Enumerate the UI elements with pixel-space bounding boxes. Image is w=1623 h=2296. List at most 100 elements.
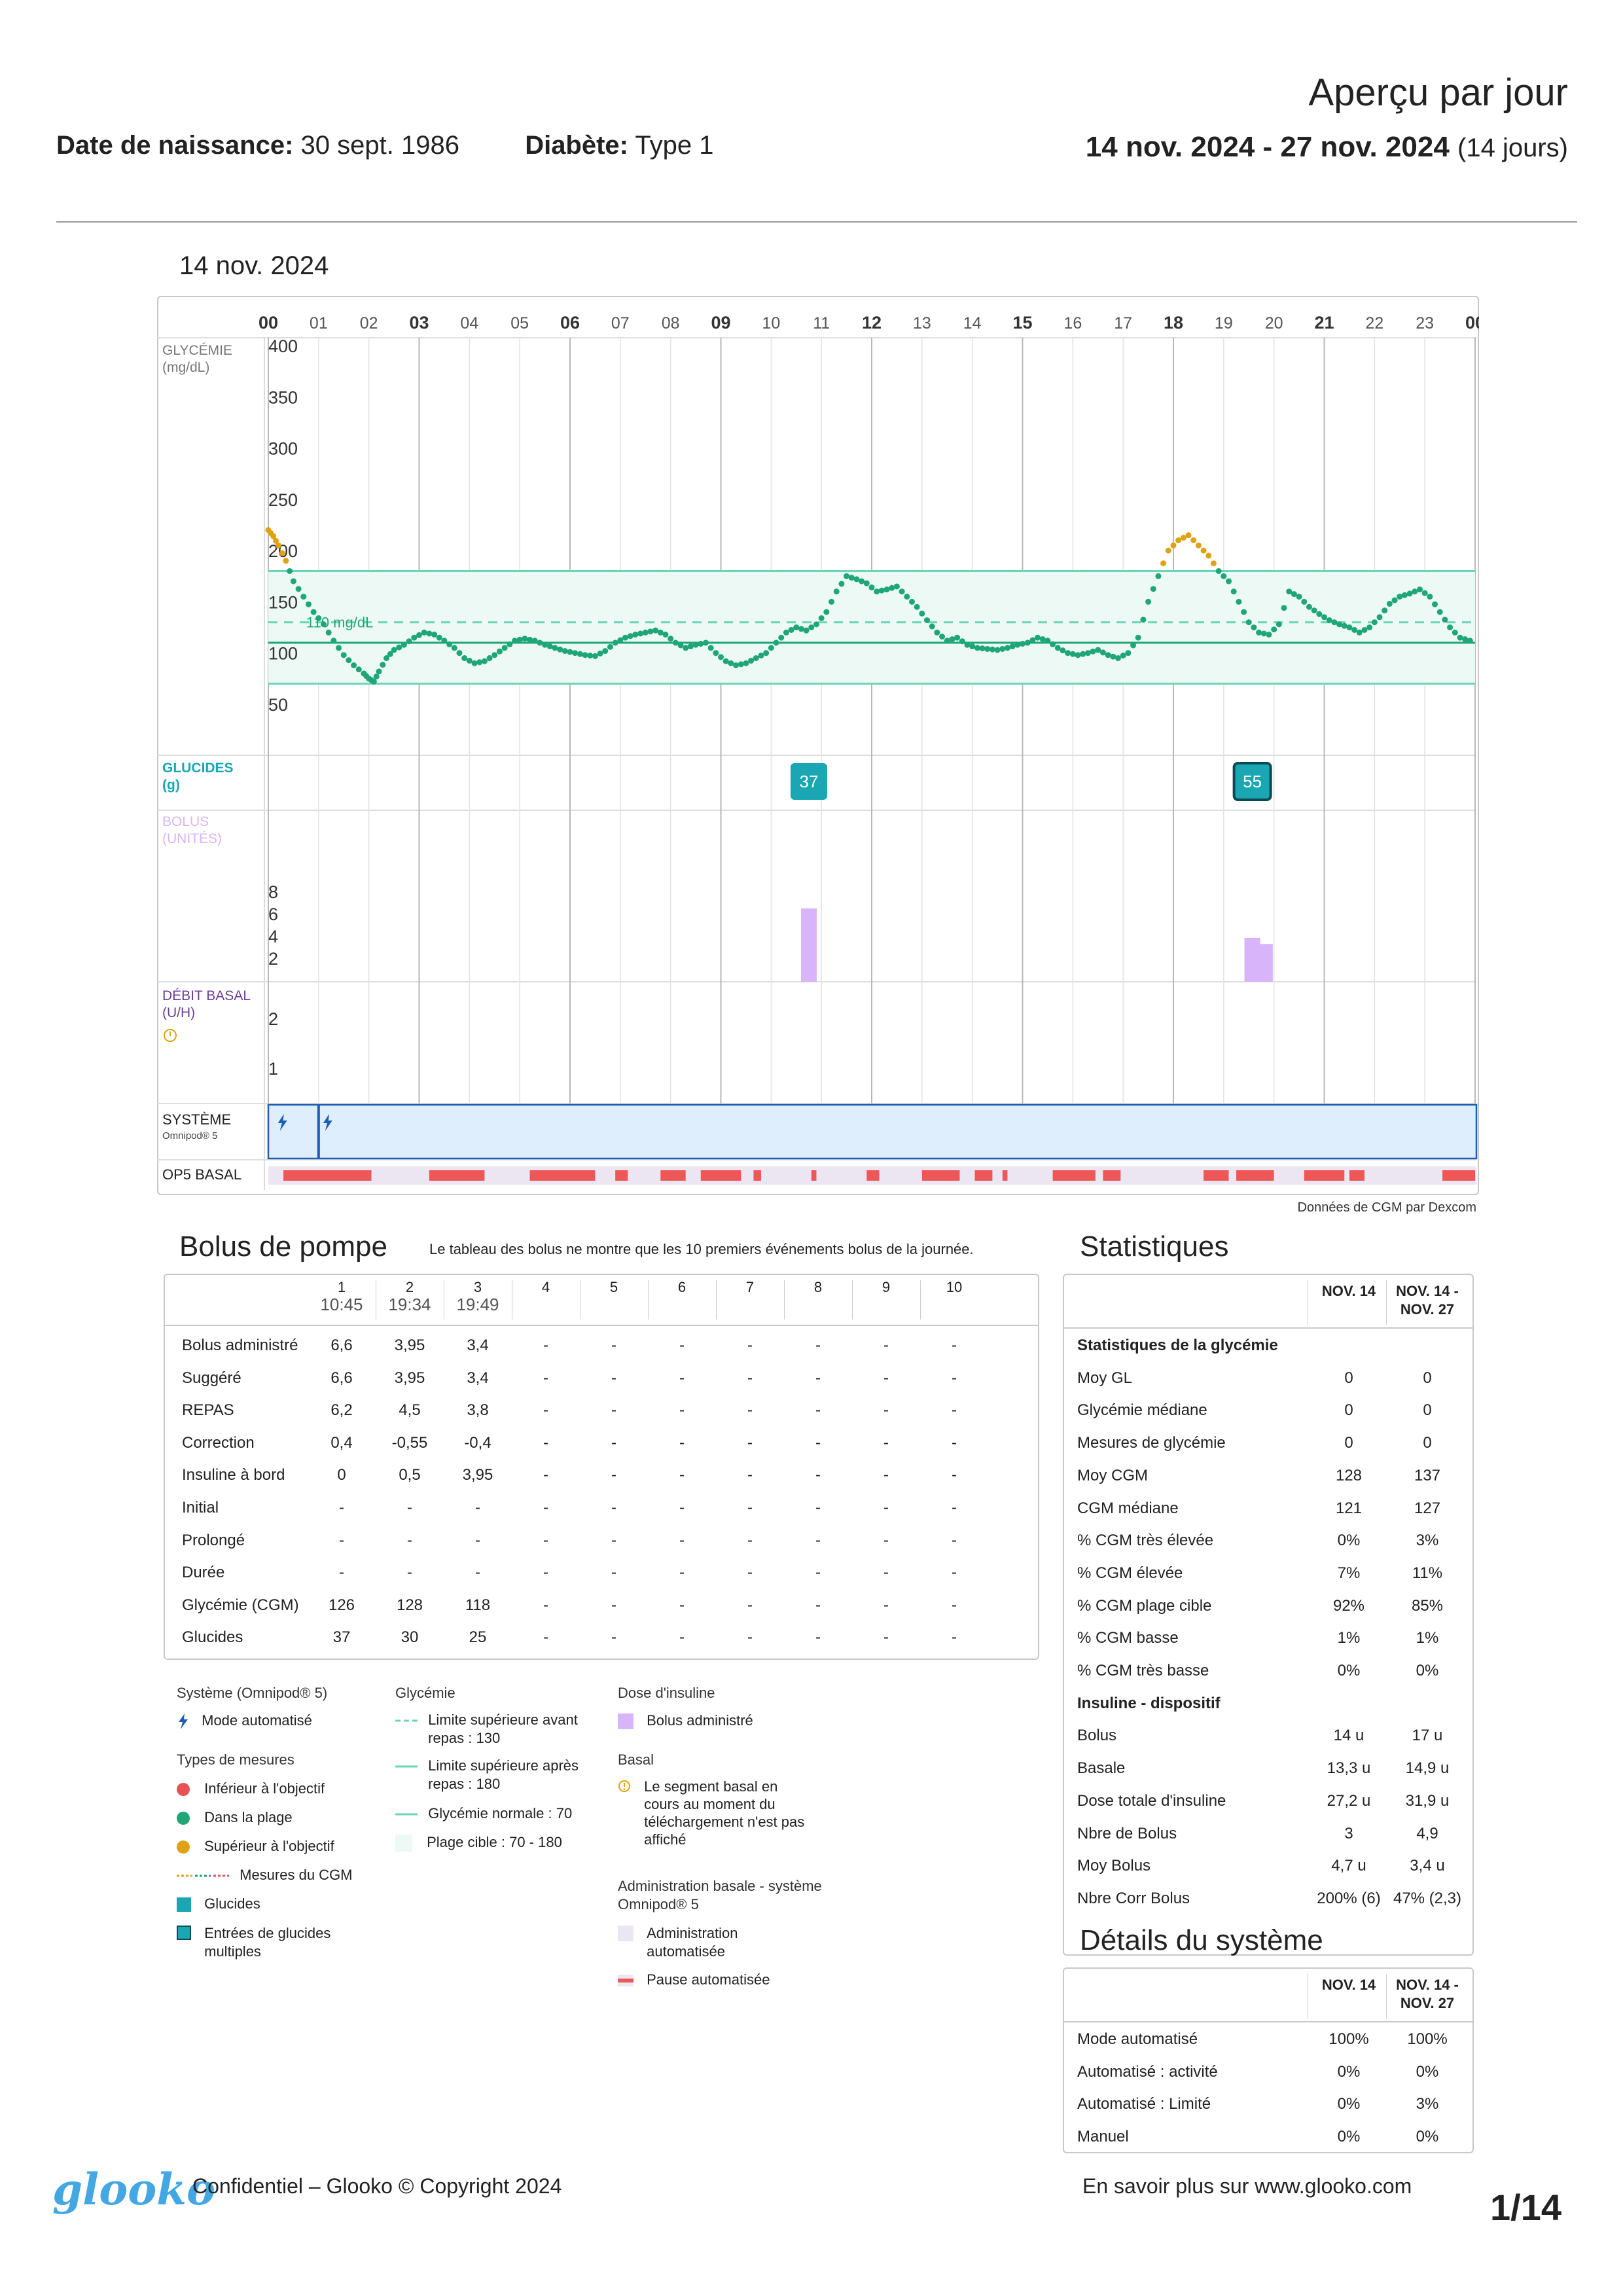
- circle-red-icon: [177, 1783, 190, 1797]
- bolus-col-10: 10: [946, 1279, 963, 1295]
- glucose-point: [722, 658, 729, 664]
- bolus-cell: -: [883, 1466, 889, 1484]
- x-tick-label: 05: [510, 314, 529, 332]
- bolus-cell: -: [475, 1564, 480, 1582]
- glucose-point: [1170, 542, 1177, 548]
- glucose-point: [617, 637, 624, 643]
- bolus-cell: -: [407, 1564, 412, 1582]
- glucose-point: [527, 636, 533, 643]
- glucose-point: [391, 647, 397, 653]
- glucose-point: [587, 653, 594, 659]
- glucose-point: [1145, 598, 1152, 605]
- basal-label: DÉBIT BASAL: [162, 988, 251, 1003]
- glucose-point: [1014, 641, 1021, 648]
- op5-pause-segment: [1442, 1170, 1475, 1181]
- bolus-cell: 3,4: [467, 1369, 489, 1387]
- glucose-point: [1421, 590, 1428, 596]
- glucose-point: [305, 601, 312, 607]
- bolus-row-label: Insuline à bord: [182, 1466, 285, 1484]
- bolus-cell: -: [815, 1564, 821, 1582]
- bolus-cell: 3,95: [394, 1369, 425, 1387]
- bolus-table: 1 10:45 2 19:34 3 19:49 4 5 6 7 8 9 10 Bolus administ…: [164, 1274, 1039, 1660]
- glucose-point: [1125, 650, 1132, 656]
- square-teal-outline-icon: [177, 1926, 191, 1940]
- x-tick-label: 07: [611, 314, 630, 332]
- glucose-point: [300, 594, 307, 600]
- stats-row-label: Moy Bolus: [1077, 1857, 1151, 1875]
- glucose-point: [878, 587, 885, 594]
- bolus-cell: -: [747, 1336, 753, 1354]
- stats-value-day: 14 u: [1333, 1727, 1364, 1745]
- bolus-cell: -: [883, 1531, 889, 1549]
- glucose-point: [511, 637, 518, 644]
- glucose-point: [368, 677, 375, 683]
- bolus-cell: -: [952, 1628, 957, 1647]
- bolus-cell: -0,4: [464, 1433, 491, 1452]
- stats-col-2a: NOV. 14 -: [1396, 1977, 1459, 1993]
- glucose-point: [914, 603, 920, 610]
- footer-link[interactable]: En savoir plus sur www.glooko.com: [1082, 2174, 1412, 2198]
- x-tick-label: 09: [711, 313, 730, 332]
- op5-pause-segment: [1103, 1170, 1121, 1181]
- bolus-cell: -: [952, 1336, 957, 1354]
- system-details-table: NOV. 14 NOV. 14 - NOV. 27 Mode automatisé 10…: [1063, 1967, 1474, 2153]
- carbs-label: GLUCIDES: [162, 761, 234, 776]
- glucose-point: [325, 629, 332, 636]
- glucose-point: [441, 637, 448, 644]
- bolus-cell: -: [883, 1628, 889, 1647]
- glucose-point: [642, 629, 649, 636]
- glucose-point: [546, 643, 553, 650]
- glucose-point: [1376, 614, 1383, 620]
- glucose-point: [612, 639, 618, 646]
- bolus-cell: -: [815, 1628, 821, 1647]
- legend-system-head: Système (Omnipod® 5): [177, 1685, 328, 1701]
- glooko-logo: glooko: [52, 2164, 216, 2215]
- glucose-point: [718, 654, 724, 660]
- glucose-point: [1427, 594, 1433, 600]
- date-range-days: (14 jours): [1457, 134, 1568, 162]
- column-separator: [920, 1280, 921, 1319]
- bolus-cell: -: [815, 1499, 821, 1516]
- bolus-cell: -: [747, 1369, 753, 1387]
- glucose-point: [1336, 621, 1343, 628]
- glucose-point: [677, 642, 684, 649]
- glucose-point: [1130, 642, 1137, 649]
- bolus-cell: -: [543, 1499, 548, 1516]
- glucose-point: [924, 617, 931, 624]
- glucose-point: [788, 626, 794, 633]
- bolus-cell: -: [339, 1564, 344, 1582]
- legend-dose-head: Dose d'insuline: [618, 1685, 715, 1701]
- glucose-point: [340, 652, 347, 658]
- glucose-point: [1226, 578, 1232, 584]
- glucose-point: [406, 638, 412, 645]
- glucose-point: [1391, 597, 1398, 603]
- glucose-point: [863, 580, 870, 586]
- glucose-point: [1245, 619, 1252, 626]
- stats-row-label: Insuline - dispositif: [1077, 1694, 1221, 1712]
- bolus-cell: 128: [396, 1596, 423, 1614]
- glucose-point: [1416, 586, 1423, 593]
- x-tick-label: 11: [813, 314, 830, 332]
- glucose-point: [582, 652, 588, 658]
- x-tick-label: 17: [1114, 314, 1132, 332]
- stats-col-1: NOV. 14: [1321, 1977, 1376, 1993]
- glucose-point: [657, 629, 664, 636]
- glucose-point: [738, 661, 744, 668]
- glucose-point: [346, 657, 352, 664]
- glucose-point: [552, 645, 558, 651]
- solid-green-icon: [395, 1813, 418, 1816]
- x-tick-label: 03: [409, 313, 429, 332]
- glucose-point: [1382, 607, 1388, 614]
- glucose-point: [1140, 617, 1147, 623]
- square-lilac-icon: [618, 1926, 633, 1941]
- glucose-point: [713, 650, 719, 656]
- op5-pause-segment: [1002, 1170, 1008, 1181]
- dob-value: 30 sept. 1986: [300, 131, 459, 160]
- bolus-cell: -: [543, 1433, 548, 1452]
- op5-pause-segment: [1052, 1170, 1096, 1181]
- bolus-cell: -0,55: [391, 1433, 428, 1452]
- stats-value-range: 17 u: [1412, 1727, 1443, 1745]
- stats-value-range: 1%: [1416, 1629, 1439, 1647]
- glucose-point: [1331, 619, 1338, 626]
- op5-pause-segment: [283, 1170, 372, 1181]
